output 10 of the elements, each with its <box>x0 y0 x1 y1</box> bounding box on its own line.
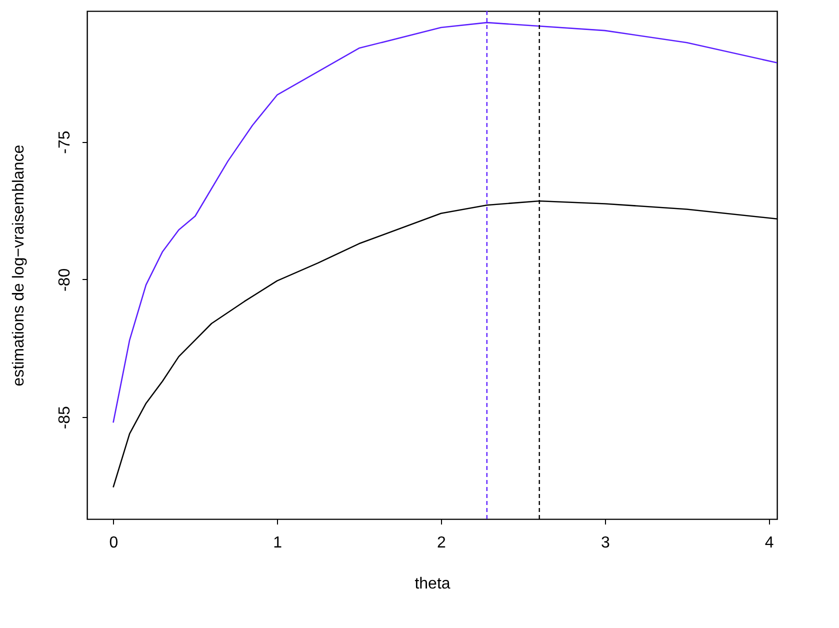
x-tick-label: 0 <box>109 534 118 552</box>
x-tick-label: 4 <box>764 534 774 552</box>
x-axis-title: theta <box>414 576 450 592</box>
x-tick-label: 1 <box>273 534 282 552</box>
x-tick-label: 3 <box>600 534 610 552</box>
y-tick-label: -75 <box>56 130 74 154</box>
x-tick-label: 2 <box>437 534 446 552</box>
y-axis-title: estimations de log−vraisemblance <box>10 144 28 386</box>
y-tick-label: -80 <box>56 268 74 292</box>
y-tick-label: -85 <box>56 406 74 430</box>
